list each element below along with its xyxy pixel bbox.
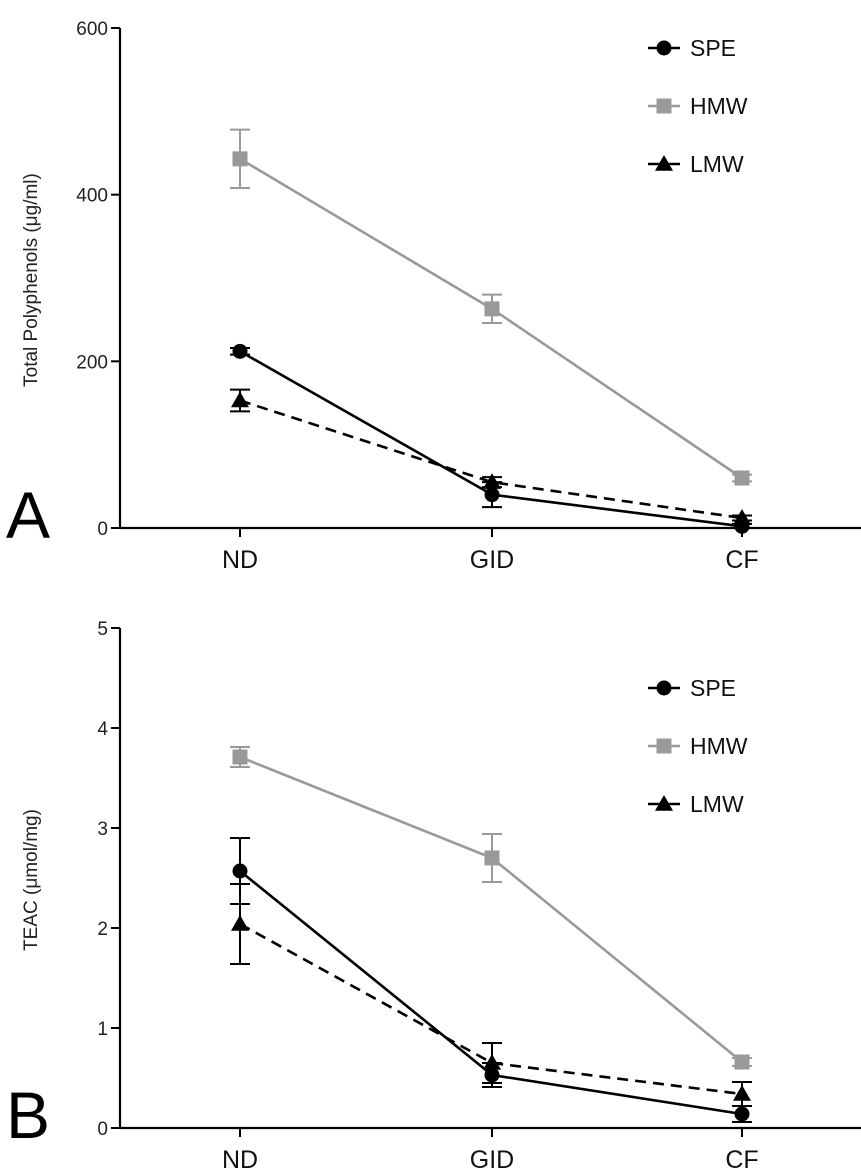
panel-a-series-line-lmw [239,399,743,520]
panel-b-series-lmw [230,883,752,1107]
panel-b-legend-marker-spe [656,680,672,696]
panel-a-legend-marker-hmw [656,98,672,114]
panel-a-marker-lmw [483,473,501,489]
panel-b-y-axis-title: TEAC (μmol/mg) [21,809,42,951]
panel-a-marker-spe [484,487,500,503]
panel-b-marker-spe [232,863,248,879]
panel-b-series [230,746,752,1123]
panel-b-marker-hmw [484,850,500,866]
panel-a-x-tick-label: GID [470,546,514,574]
panel-a-legend-label-lmw: LMW [690,151,744,177]
panel-a-legend-label-spe: SPE [690,35,736,61]
panel-a-axes: 0 200 400 600 ND GID CF [76,19,861,574]
panel-b: 0 1 2 3 4 5 ND GID CF SPE HMW LMW TEAC (μmol/mg) B [6,619,861,1174]
panel-b-legend-item-spe: SPE [648,675,736,701]
panel-b-y-tick-label: 3 [97,819,108,840]
panel-a-y-tick-label: 0 [97,519,108,540]
panel-a-marker-hmw [484,301,500,317]
panel-a-x-tick-label: ND [222,546,258,574]
panel-a-marker-hmw [232,151,248,167]
panel-a: 0 200 400 600 ND GID CF SPE HMW LMW Total Polyph… [6,19,861,574]
panel-b-marker-lmw [483,1054,501,1070]
panel-b-x-tick-label: CF [725,1146,758,1174]
panel-a-x-tick-label: CF [725,546,758,574]
panel-a-legend-label-hmw: HMW [690,93,748,119]
panel-a-legend-marker-spe [656,40,672,56]
panel-a-series-lmw [230,388,752,525]
panel-b-x-tick-label: GID [470,1146,514,1174]
panel-b-marker-hmw [734,1054,750,1070]
panel-a-marker-lmw [733,509,751,525]
panel-a-series-hmw [230,128,752,486]
panel-b-marker-lmw [231,915,249,931]
panel-b-series-line-lmw [239,922,743,1096]
panel-a-legend-item-spe: SPE [648,35,736,61]
panel-b-marker-lmw [733,1085,751,1101]
panel-b-legend-label-hmw: HMW [690,733,748,759]
panel-b-legend: SPE HMW LMW [648,675,748,817]
panel-a-legend-item-hmw: HMW [648,93,748,119]
panel-b-y-tick-label: 5 [97,619,108,640]
panel-a-y-tick-label: 600 [76,19,108,40]
panel-a-y-tick-label: 400 [76,186,108,207]
panel-b-legend-marker-lmw [655,795,673,811]
panel-b-legend-marker-hmw [656,738,672,754]
panel-b-legend-item-hmw: HMW [648,733,748,759]
panel-b-x-tick-label: ND [222,1146,258,1174]
panel-b-legend-item-lmw: LMW [648,791,744,817]
panel-a-legend: SPE HMW LMW [648,35,748,177]
panel-b-y-tick-label: 4 [97,719,108,740]
panel-b-legend-label-lmw: LMW [690,791,744,817]
panel-a-marker-hmw [734,470,750,486]
panel-a-marker-lmw [231,391,249,408]
panel-a-y-tick-label: 200 [76,352,108,373]
panel-a-y-axis-title: Total Polyphenols (μg/ml) [21,173,42,387]
panel-a-letter: A [6,478,50,552]
panel-a-legend-marker-lmw [655,155,673,171]
panel-b-y-tick-label: 0 [97,1119,108,1140]
panel-b-series-hmw [230,746,752,1070]
panel-a-marker-spe [232,343,248,359]
panel-a-series-spe [230,343,752,534]
panel-a-series [230,128,752,534]
panel-b-y-tick-label: 2 [97,919,108,940]
panel-b-letter: B [6,1078,50,1152]
panel-a-legend-item-lmw: LMW [648,151,744,177]
panel-b-marker-hmw [232,749,248,765]
panel-b-marker-spe [734,1106,750,1122]
panel-b-y-tick-label: 1 [97,1019,108,1040]
panel-b-legend-label-spe: SPE [690,675,736,701]
panel-b-axes: 0 1 2 3 4 5 ND GID CF [97,619,861,1174]
